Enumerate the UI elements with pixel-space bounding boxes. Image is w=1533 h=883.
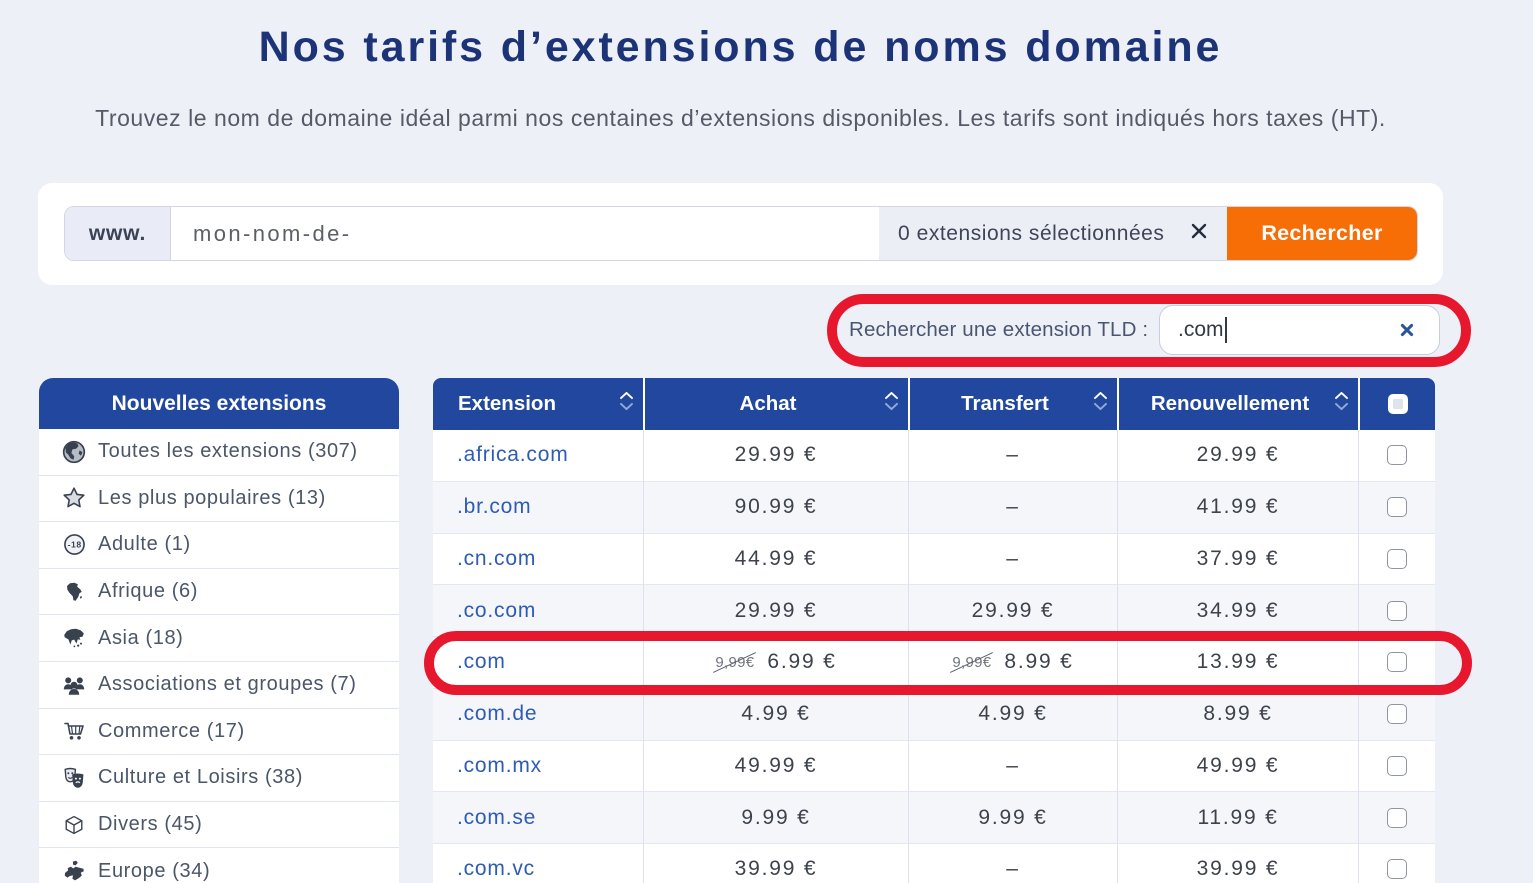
svg-text:-18: -18 <box>67 540 81 550</box>
